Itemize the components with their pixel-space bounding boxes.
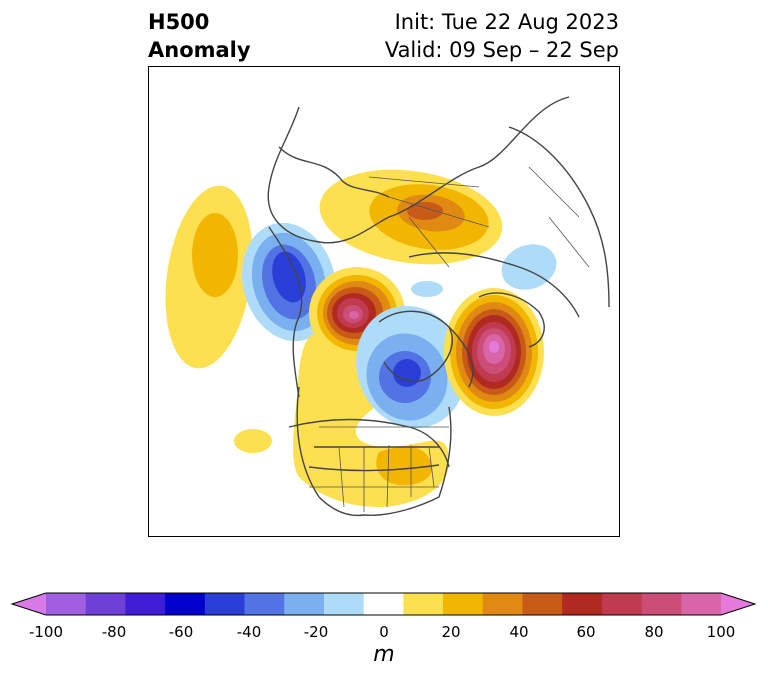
colorbar xyxy=(10,592,757,616)
colorbar-segment xyxy=(85,593,126,615)
map-canvas xyxy=(165,96,610,517)
colorbar-segment xyxy=(323,593,365,615)
colorbar-tick: 40 xyxy=(509,623,529,641)
colorbar-segment xyxy=(601,593,643,615)
colorbar-tick: 80 xyxy=(644,623,664,641)
siberia-positive-anomaly xyxy=(319,169,503,265)
colorbar-segment xyxy=(363,593,404,615)
colorbar-tick: 0 xyxy=(379,623,389,641)
colorbar-segment xyxy=(522,593,563,615)
colorbar-segment xyxy=(482,593,523,615)
valid-range: Valid: 09 Sep – 22 Sep xyxy=(384,38,619,62)
map-subtitle: Init: Tue 22 Aug 2023 Valid: 09 Sep – 22… xyxy=(385,8,619,64)
colorbar-segment xyxy=(403,593,444,615)
alaska-positive-anomaly xyxy=(309,267,405,359)
colorbar-tick: 20 xyxy=(441,623,461,641)
colorbar-tick: -100 xyxy=(28,623,64,641)
colorbar-segment xyxy=(244,593,285,615)
title-line-2: Anomaly xyxy=(148,38,251,62)
colorbar-segment xyxy=(204,593,246,615)
init-date: Init: Tue 22 Aug 2023 xyxy=(394,10,619,34)
conus-positive-anomaly xyxy=(293,323,449,507)
small-positive-anomaly xyxy=(234,429,272,453)
colorbar-segment xyxy=(125,593,166,615)
pacific-positive-anomaly xyxy=(165,185,253,369)
colorbar-extend-min xyxy=(12,593,46,615)
colorbar-segment xyxy=(681,593,722,615)
colorbar-unit-label: m xyxy=(373,642,395,667)
colorbar-outline xyxy=(10,592,757,616)
map-title: H500 Anomaly xyxy=(148,8,251,64)
colorbar-tick: -40 xyxy=(236,623,262,641)
colorbar-tick: 100 xyxy=(706,623,736,641)
colorbar-segment xyxy=(562,593,603,615)
colorbar-extend-max xyxy=(721,593,755,615)
coastlines xyxy=(267,96,610,517)
borders xyxy=(309,166,590,512)
hudson-negative-anomaly xyxy=(356,305,466,429)
colorbar-segment xyxy=(46,593,87,615)
title-line-1: H500 xyxy=(148,10,210,34)
colorbar-segment xyxy=(284,593,325,615)
colorbar-segment xyxy=(641,593,682,615)
colorbar-segment xyxy=(443,593,484,615)
north-atlantic-positive-anomaly xyxy=(444,288,544,416)
colorbar-tick: -80 xyxy=(101,623,127,641)
colorbar-tick: 60 xyxy=(576,623,596,641)
anomaly-map xyxy=(148,66,620,537)
colorbar-tick: -60 xyxy=(168,623,194,641)
colorbar-segment xyxy=(165,593,206,615)
colorbar-tick: -20 xyxy=(303,623,329,641)
